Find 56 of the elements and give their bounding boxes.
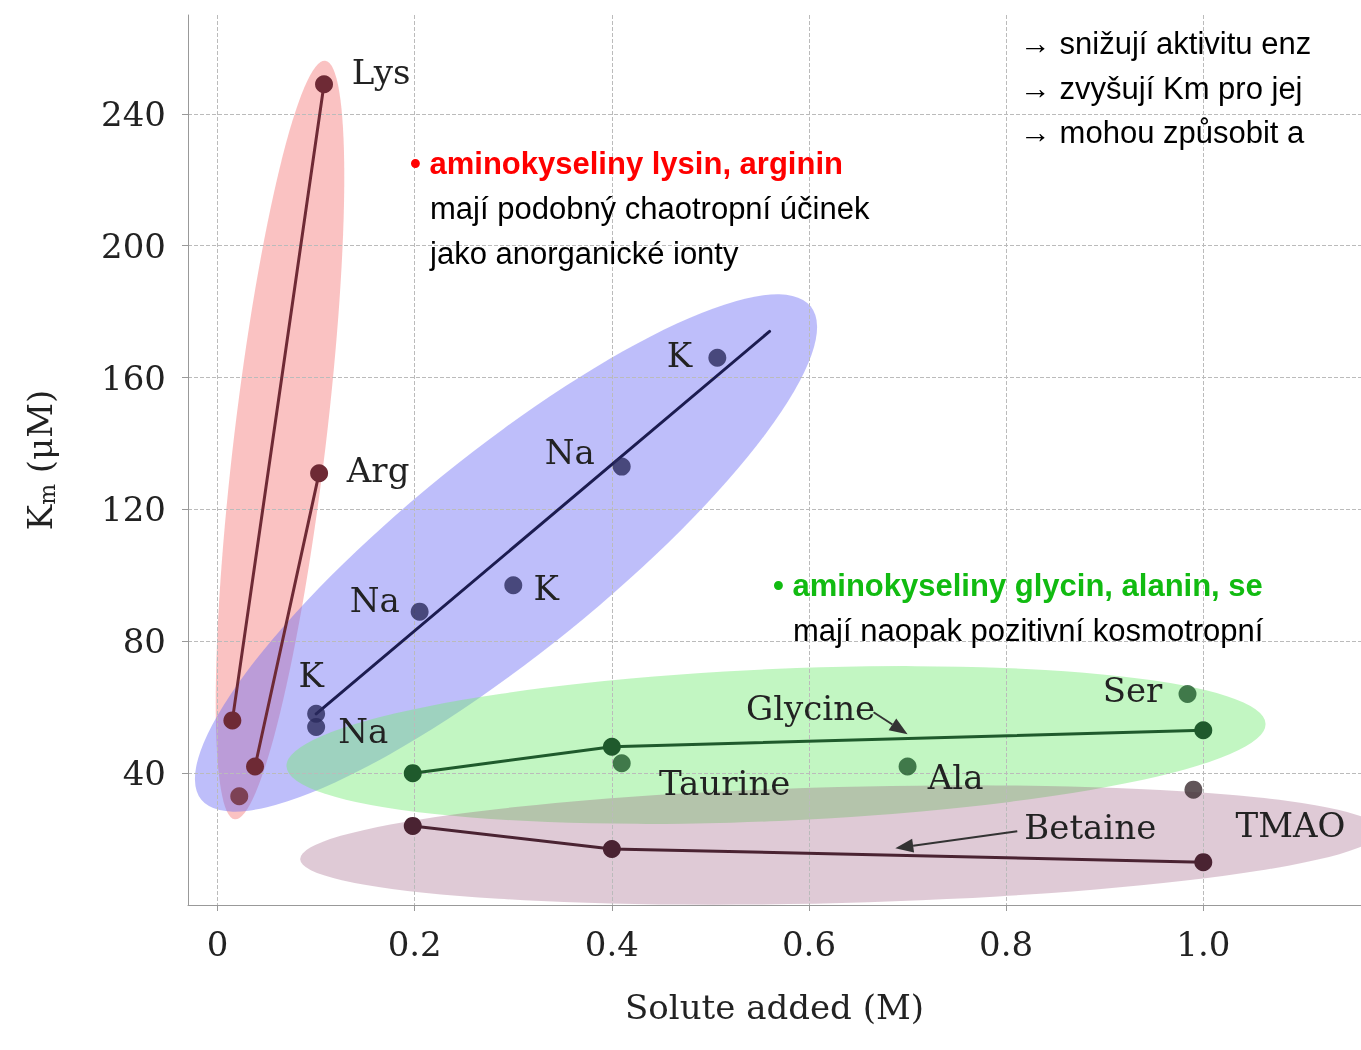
y-tick-label: 240 xyxy=(101,93,166,134)
x-tick-label: 0.2 xyxy=(387,924,442,964)
annotation: Ala xyxy=(926,756,984,797)
annotation: mají naopak pozitivní kosmotropní xyxy=(793,613,1264,648)
point xyxy=(403,764,422,783)
x-tick-label: 0.8 xyxy=(979,924,1034,964)
annotation: K xyxy=(666,334,693,375)
x-axis-title: Solute added (M) xyxy=(625,987,924,1027)
point xyxy=(602,737,621,756)
annotation: → zvyšují Km pro jej xyxy=(1020,71,1303,106)
point xyxy=(612,457,631,476)
point xyxy=(310,464,329,483)
x-tick-label: 0 xyxy=(206,924,229,964)
annotation: • aminokyseliny glycin, alanin, se xyxy=(773,568,1263,603)
point xyxy=(1194,853,1213,872)
point xyxy=(230,787,249,806)
x-tick-label: 0.4 xyxy=(584,924,639,964)
x-tick-label: 0.6 xyxy=(781,924,837,964)
annotation: Glycine xyxy=(745,688,876,729)
y-tick-label: 160 xyxy=(101,357,166,398)
point xyxy=(708,348,727,367)
y-axis-title: Km (μM) xyxy=(20,389,60,531)
annotation: Betaine xyxy=(1024,807,1157,848)
point xyxy=(246,757,265,776)
point xyxy=(1178,685,1197,704)
point xyxy=(612,754,631,773)
annotation: Taurine xyxy=(659,763,791,804)
annotation: Lys xyxy=(351,52,411,93)
point xyxy=(403,816,422,835)
annotation: Ser xyxy=(1102,670,1164,711)
annotation: Na xyxy=(544,431,595,472)
annotation: → snižují aktivitu enz xyxy=(1020,26,1312,61)
point xyxy=(602,839,621,858)
annotation: Na xyxy=(349,579,400,620)
point xyxy=(898,757,917,776)
point xyxy=(307,718,326,736)
point xyxy=(223,711,242,730)
annotation: K xyxy=(533,568,560,609)
annotation: Arg xyxy=(345,450,410,491)
point xyxy=(1184,780,1203,799)
point xyxy=(410,602,429,621)
point xyxy=(315,75,334,94)
annotation: jako anorganické ionty xyxy=(430,236,739,271)
annotation: → mohou způsobit a xyxy=(1020,115,1305,150)
x-tick-label: 1.0 xyxy=(1176,924,1231,964)
annotation: K xyxy=(298,654,325,695)
annotation: • aminokyseliny lysin, arginin xyxy=(410,146,843,181)
annotation: mají podobný chaotropní účinek xyxy=(430,191,870,226)
annotation: Na xyxy=(338,711,389,751)
y-tick-label: 40 xyxy=(122,753,166,794)
annotation: TMAO xyxy=(1235,804,1346,845)
point xyxy=(1194,721,1213,740)
y-tick-label: 80 xyxy=(122,621,166,662)
y-tick-label: 200 xyxy=(101,225,166,266)
point xyxy=(504,576,523,595)
y-tick-label: 120 xyxy=(101,489,166,530)
